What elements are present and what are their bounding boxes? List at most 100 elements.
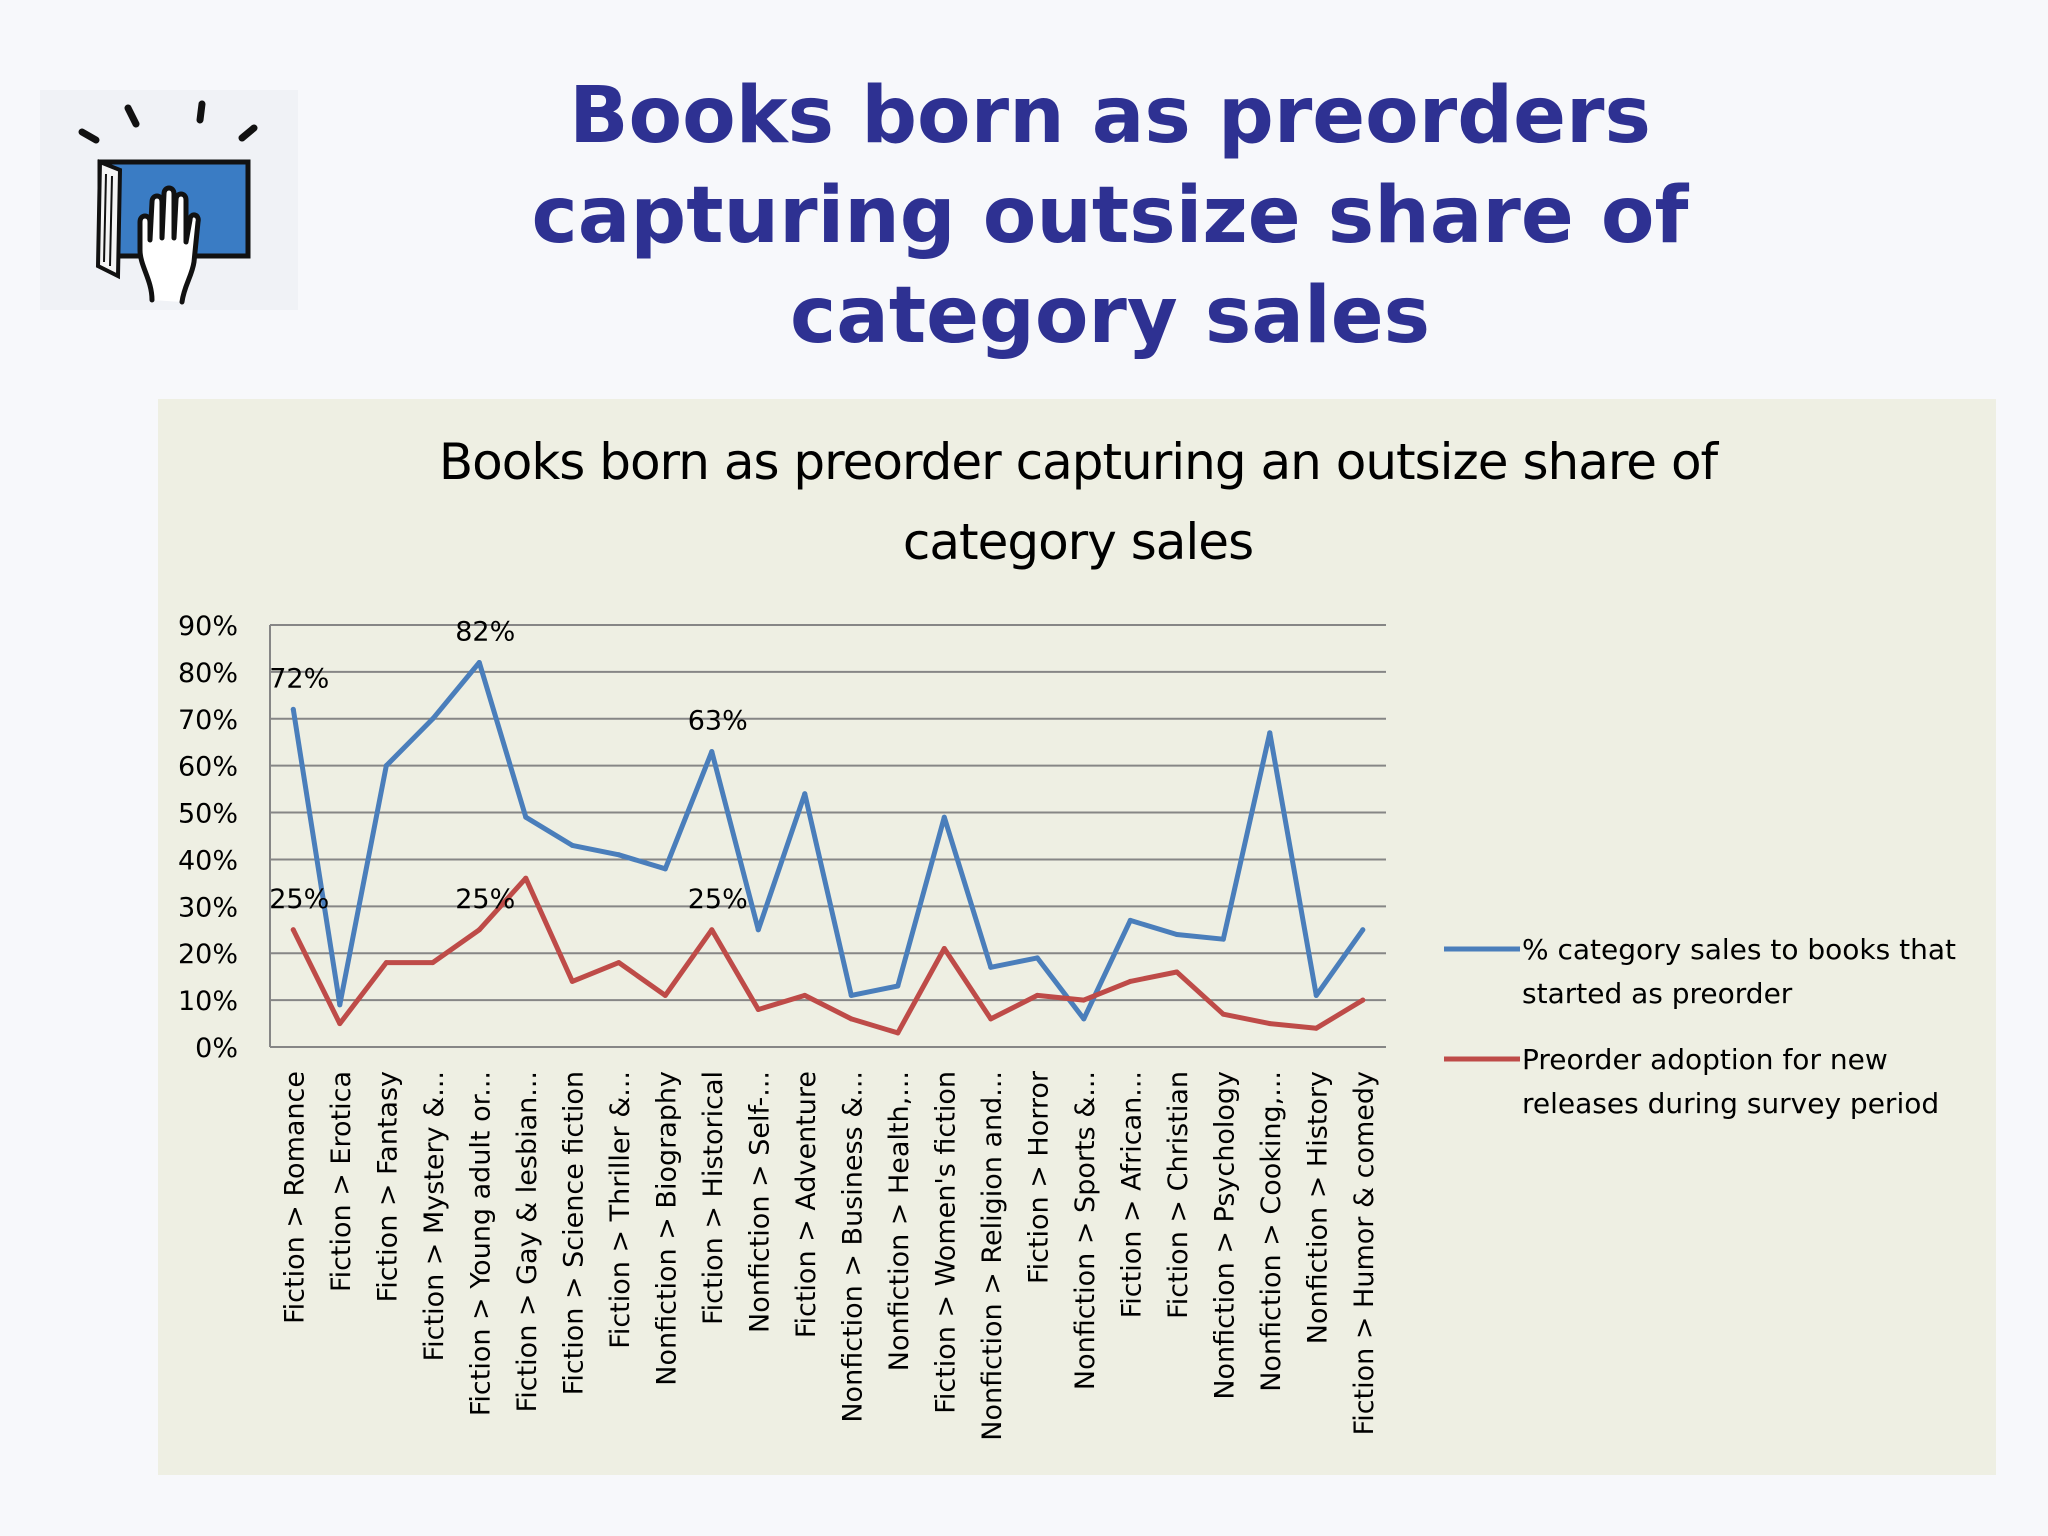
slide-title-line-2: capturing outsize share of: [531, 171, 1689, 261]
data-label: 25%: [688, 884, 748, 915]
x-category-label: Fiction > Young adult or...: [465, 1071, 496, 1416]
book-in-hand-icon: [78, 100, 258, 305]
x-category-label: Nonfiction > Business &...: [837, 1071, 868, 1423]
data-point: [662, 866, 668, 872]
x-axis-categories: Fiction > Romance Fiction > Erotica Fictio…: [279, 1070, 1380, 1441]
y-tick-label: 40%: [178, 845, 238, 876]
data-point: [337, 1002, 343, 1008]
data-label: 25%: [455, 884, 515, 915]
chart-title-line-1: Books born as preorder capturing an outs…: [439, 433, 1720, 491]
y-tick-label: 70%: [178, 705, 238, 736]
x-category-label: Fiction > Erotica: [326, 1071, 357, 1292]
x-category-label: Fiction > Horror: [1023, 1070, 1054, 1284]
data-label: 25%: [269, 884, 329, 915]
y-tick-label: 0%: [195, 1033, 238, 1064]
data-point: [662, 992, 668, 998]
data-point: [1360, 927, 1366, 933]
data-point: [1313, 1025, 1319, 1031]
x-category-label: Fiction > Thriller &...: [605, 1071, 636, 1349]
data-point: [1081, 1016, 1087, 1022]
x-category-label: Fiction > Adventure: [791, 1071, 822, 1338]
x-category-label: Fiction > Historical: [698, 1071, 729, 1325]
data-point: [988, 1016, 994, 1022]
data-point: [383, 960, 389, 966]
data-point: [1360, 997, 1366, 1003]
data-point: [709, 749, 715, 755]
data-point: [709, 927, 715, 933]
data-point: [1174, 969, 1180, 975]
logo: [40, 90, 298, 310]
y-tick-label: 80%: [178, 658, 238, 689]
slide-title-line-3: category sales: [789, 271, 1431, 361]
data-point: [802, 992, 808, 998]
series-line-2: [290, 875, 1366, 1036]
axes: [269, 625, 1386, 1048]
legend: % category sales to books that started as…: [1444, 933, 1956, 1120]
data-point: [290, 927, 296, 933]
chart-title-line-2: category sales: [903, 513, 1253, 571]
data-point: [476, 660, 482, 666]
y-tick-label: 50%: [178, 799, 238, 830]
data-point: [941, 814, 947, 820]
x-category-label: Fiction > African...: [1116, 1071, 1147, 1318]
x-category-label: Fiction > Romance: [279, 1071, 310, 1324]
y-tick-label: 30%: [178, 892, 238, 923]
data-label: 82%: [455, 617, 515, 648]
data-point: [895, 983, 901, 989]
data-point: [1081, 997, 1087, 1003]
x-category-label: Nonfiction > History: [1302, 1071, 1333, 1344]
data-point: [616, 960, 622, 966]
legend-label: releases during survey period: [1522, 1087, 1939, 1120]
data-point: [383, 763, 389, 769]
y-tick-label: 20%: [178, 939, 238, 970]
slide-title: Books born as preorders capturing outsiz…: [400, 66, 1820, 366]
data-point: [1220, 936, 1226, 942]
series-lines: [290, 660, 1366, 1036]
data-point: [1313, 992, 1319, 998]
data-point: [290, 706, 296, 712]
data-label: 63%: [688, 706, 748, 737]
x-category-label: Nonfiction > Cooking,...: [1256, 1071, 1287, 1392]
y-tick-label: 60%: [178, 752, 238, 783]
x-category-label: Fiction > Christian: [1163, 1071, 1194, 1319]
x-category-label: Nonfiction > Self-...: [744, 1071, 775, 1333]
x-category-label: Nonfiction > Biography: [651, 1071, 682, 1386]
x-category-label: Nonfiction > Sports &...: [1070, 1071, 1101, 1390]
legend-label: started as preorder: [1522, 977, 1793, 1010]
data-point: [941, 946, 947, 952]
data-point: [1267, 1021, 1273, 1027]
legend-label: Preorder adoption for new: [1522, 1043, 1888, 1076]
data-point: [755, 1006, 761, 1012]
data-point: [1220, 1011, 1226, 1017]
data-point: [895, 1030, 901, 1036]
gridlines: [270, 624, 1386, 1002]
x-category-label: Nonfiction > Psychology: [1209, 1071, 1240, 1400]
data-point: [1034, 955, 1040, 961]
x-category-label: Fiction > Women's fiction: [930, 1071, 961, 1414]
slide-title-line-1: Books born as preorders: [569, 71, 1651, 161]
y-axis-ticks: 0% 10% 20% 30% 40% 50% 60% 70% 80% 90%: [178, 611, 238, 1064]
data-label: 72%: [269, 663, 329, 694]
data-point: [802, 791, 808, 797]
data-point: [569, 842, 575, 848]
data-point: [1034, 992, 1040, 998]
data-point: [1267, 730, 1273, 736]
data-labels: 72% 82% 63% 25% 25% 25%: [269, 617, 748, 915]
data-point: [848, 1016, 854, 1022]
x-category-label: Fiction > Humor & comedy: [1349, 1071, 1380, 1435]
data-point: [523, 814, 529, 820]
data-point: [988, 964, 994, 970]
data-point: [523, 875, 529, 881]
data-point: [1127, 978, 1133, 984]
x-category-label: Fiction > Fantasy: [372, 1071, 403, 1302]
y-tick-label: 10%: [178, 986, 238, 1017]
data-point: [476, 927, 482, 933]
x-category-label: Fiction > Mystery &...: [419, 1071, 450, 1361]
legend-label: % category sales to books that: [1522, 933, 1956, 966]
data-point: [1174, 931, 1180, 937]
series-line-1: [290, 660, 1366, 1022]
chart-panel: Books born as preorder capturing an outs…: [158, 399, 1996, 1475]
data-point: [755, 927, 761, 933]
line-chart: Books born as preorder capturing an outs…: [178, 433, 1956, 1441]
